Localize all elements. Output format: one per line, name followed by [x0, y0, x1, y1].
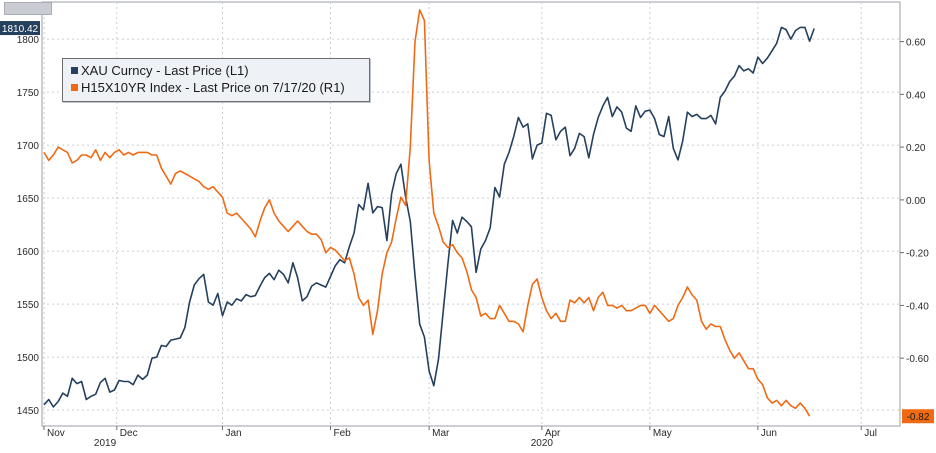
x-tick-label-year: 2019 — [94, 438, 117, 448]
last-value-tag-left-bg — [0, 21, 40, 36]
y-right-tick-label: 0.40 — [906, 90, 926, 101]
y-left-tick-label: 1600 — [17, 247, 40, 258]
legend-swatch-xau — [71, 67, 78, 74]
series-line-xau — [43, 26, 815, 408]
y-right-tick-label: 0.00 — [906, 196, 926, 207]
x-tick-label-month: Nov — [47, 428, 65, 439]
series — [43, 9, 815, 417]
y-right-tick-label: 0.20 — [906, 143, 926, 154]
x-tick-label-month: Dec — [120, 428, 138, 439]
x-tick-label-month: Jan — [225, 428, 241, 439]
axes: 1450 1500 1550 1600 1650 1700 1750 1800 -0.60 -0.… — [17, 35, 929, 449]
y-left-tick-label: 1700 — [17, 141, 40, 152]
x-tick-label-month: Feb — [333, 428, 351, 439]
x-tick-label-year: 2020 — [531, 438, 554, 448]
last-value-tag-left: 1810.42 — [2, 24, 39, 35]
series-line-h15x10yr — [43, 9, 811, 417]
last-value-tag-right: -0.82 — [907, 412, 930, 423]
y-left-tick-label: 1550 — [17, 300, 40, 311]
x-tick-label-month: May — [653, 428, 672, 439]
y-left-tick-label: 1650 — [17, 194, 40, 205]
y-left-tick-label: 1800 — [17, 35, 40, 46]
x-tick-label-month: Apr — [545, 428, 561, 439]
y-right-tick-label: 0.60 — [906, 38, 926, 49]
x-tick-label-month: Mar — [432, 428, 450, 439]
legend-item-h15x10yr: H15X10YR Index - Last Price on 7/17/20 (… — [71, 80, 345, 96]
grid — [42, 2, 900, 426]
y-right-tick-label: -0.60 — [906, 354, 929, 365]
x-tick-label-month: Jul — [864, 428, 877, 439]
legend-label-h15x10yr: H15X10YR Index - Last Price on 7/17/20 (… — [81, 80, 345, 95]
y-right-tick-label: -0.40 — [906, 301, 929, 312]
x-tick-label-month: Jun — [761, 428, 777, 439]
y-left-tick-label: 1750 — [17, 88, 40, 99]
y-left-tick-label: 1500 — [17, 353, 40, 364]
y-right-tick-label: -0.20 — [906, 249, 929, 260]
legend-label-xau: XAU Curncy - Last Price (L1) — [81, 63, 249, 78]
last-value-tag-right-bg — [902, 409, 934, 424]
chart-menu-icon[interactable] — [4, 2, 52, 15]
legend-swatch-h15x10yr — [71, 84, 78, 91]
legend: XAU Curncy - Last Price (L1) H15X10YR In… — [62, 58, 370, 102]
last-value-tags: 1810.42 -0.82 — [0, 21, 934, 424]
legend-item-xau: XAU Curncy - Last Price (L1) — [71, 63, 249, 79]
y-left-tick-label: 1450 — [17, 406, 40, 417]
